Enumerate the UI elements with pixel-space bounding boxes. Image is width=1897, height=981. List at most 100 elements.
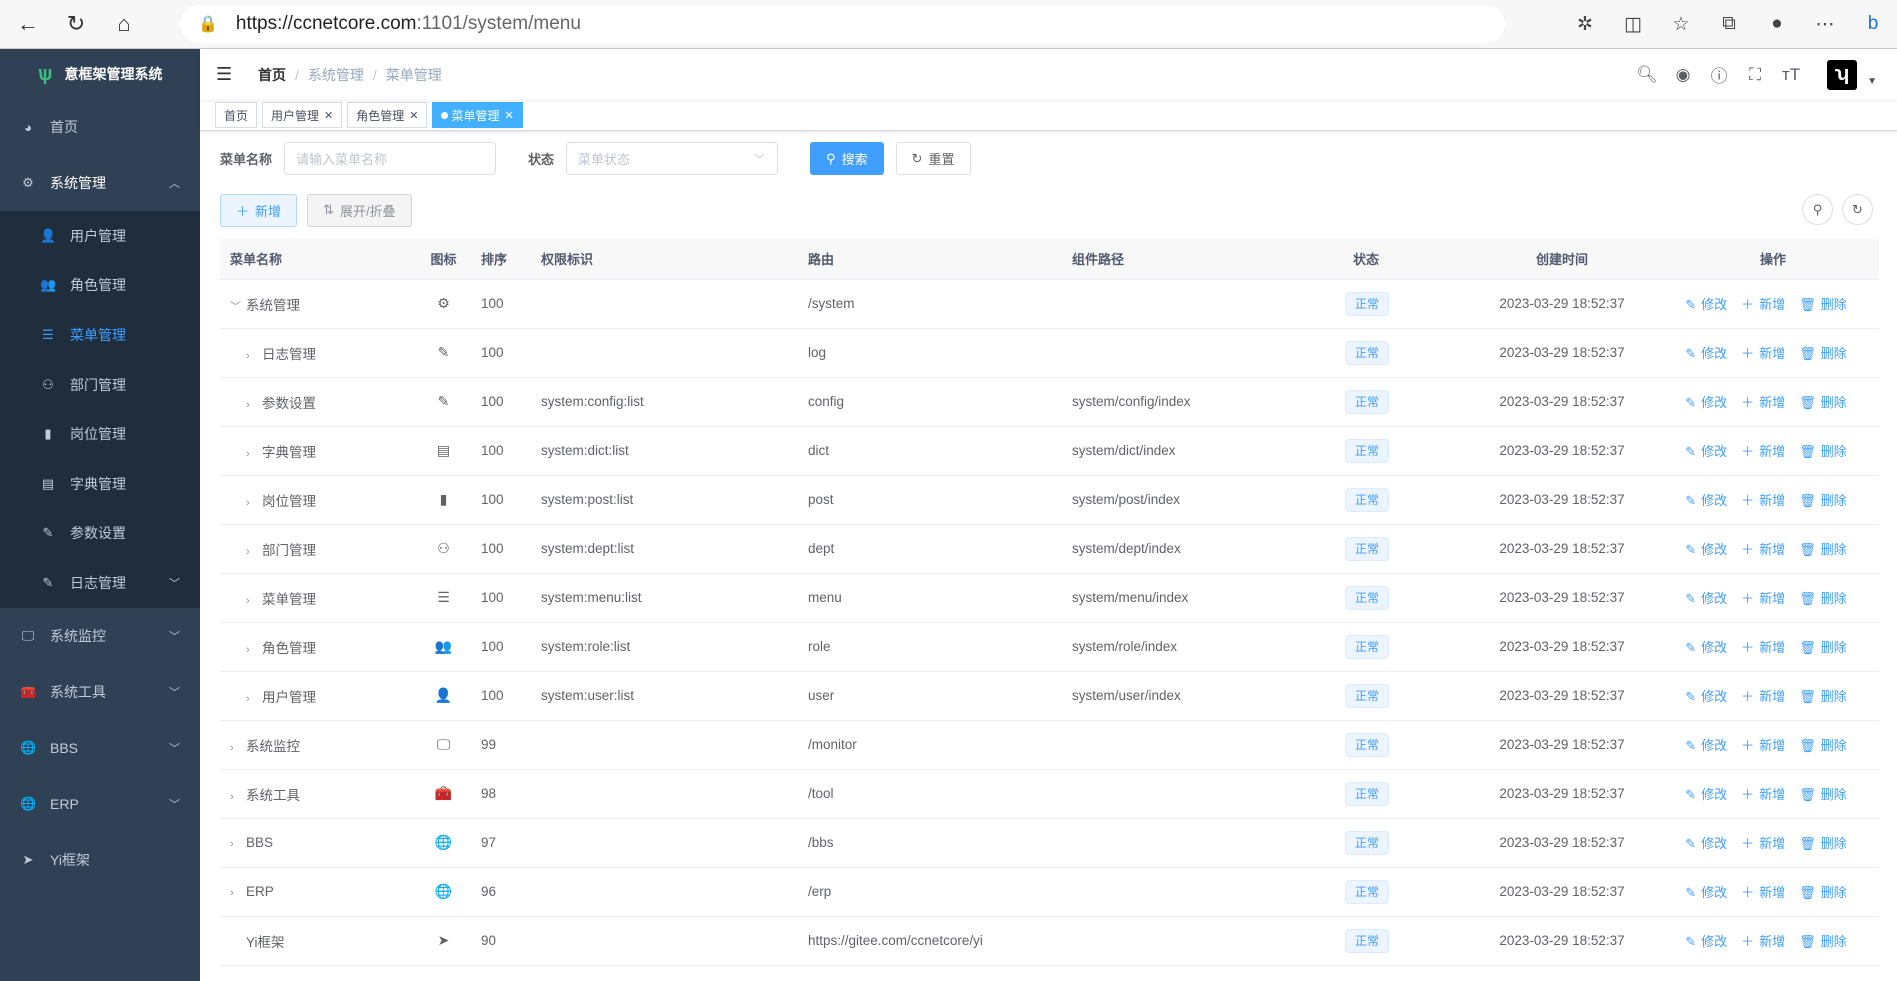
delete-button[interactable]: 🗑 删除 — [1799, 640, 1847, 655]
delete-button[interactable]: 🗑 删除 — [1799, 346, 1847, 361]
add-button[interactable]: ＋ 新增 — [1741, 395, 1785, 410]
tag-users[interactable]: 用户管理 ✕ — [262, 102, 343, 128]
delete-button[interactable]: 🗑 删除 — [1799, 493, 1847, 508]
hamburger-icon[interactable]: ☰ — [216, 64, 233, 84]
sidebar-item-users[interactable]: 👤 用户管理 — [0, 211, 200, 261]
address-bar[interactable]: 🔒 https://ccnetcore.com:1101/system/menu — [180, 5, 1505, 43]
fullscreen-icon[interactable]: ⛶ — [1749, 64, 1762, 84]
add-button[interactable]: ＋ 新增 — [1741, 836, 1785, 851]
home-icon[interactable]: ⌂ — [117, 11, 131, 36]
refresh-table-button[interactable]: ↻ — [1842, 194, 1873, 225]
chevron-right-icon[interactable]: › — [246, 594, 250, 607]
help-icon[interactable]: ⓘ — [1710, 67, 1728, 86]
edit-button[interactable]: ✎ 修改 — [1685, 297, 1727, 312]
chevron-right-icon[interactable]: › — [230, 741, 234, 754]
edit-button[interactable]: ✎ 修改 — [1685, 493, 1727, 508]
font-size-icon[interactable]: тT — [1782, 64, 1801, 84]
add-button[interactable]: ＋ 新增 — [1741, 444, 1785, 459]
github-icon[interactable]: ◉ — [1675, 64, 1691, 84]
edit-button[interactable]: ✎ 修改 — [1685, 640, 1727, 655]
edit-button[interactable]: ✎ 修改 — [1685, 395, 1727, 410]
extensions-icon[interactable]: ✲ — [1577, 13, 1593, 35]
delete-button[interactable]: 🗑 删除 — [1799, 297, 1847, 312]
add-button[interactable]: ＋ 新增 — [1741, 934, 1785, 949]
add-button[interactable]: ＋ 新增 — [1741, 640, 1785, 655]
chevron-right-icon[interactable]: › — [246, 349, 250, 362]
sidebar-item-bbs[interactable]: 🌐 BBS ﹀ — [0, 720, 200, 776]
add-button[interactable]: ＋ 新增 — [1741, 738, 1785, 753]
delete-button[interactable]: 🗑 删除 — [1799, 542, 1847, 557]
search-button[interactable]: ⚲ 搜索 — [810, 142, 884, 175]
delete-button[interactable]: 🗑 删除 — [1799, 591, 1847, 606]
sidebar-item-home[interactable]: ◕ 首页 — [0, 99, 200, 155]
tag-menus[interactable]: 菜单管理 ✕ — [432, 102, 523, 128]
add-button[interactable]: ＋ 新增 — [1741, 885, 1785, 900]
edit-button[interactable]: ✎ 修改 — [1685, 689, 1727, 704]
delete-button[interactable]: 🗑 删除 — [1799, 689, 1847, 704]
chevron-right-icon[interactable]: › — [246, 643, 250, 656]
delete-button[interactable]: 🗑 删除 — [1799, 885, 1847, 900]
more-icon[interactable]: ⋯ — [1815, 13, 1835, 35]
edit-button[interactable]: ✎ 修改 — [1685, 836, 1727, 851]
sidebar-item-posts[interactable]: ▮ 岗位管理 — [0, 409, 200, 459]
sidebar-logo[interactable]: ѱ 意框架管理系统 — [0, 49, 200, 99]
add-button[interactable]: ＋ 新增 — [1741, 297, 1785, 312]
edit-button[interactable]: ✎ 修改 — [1685, 542, 1727, 557]
edit-button[interactable]: ✎ 修改 — [1685, 591, 1727, 606]
edit-button[interactable]: ✎ 修改 — [1685, 444, 1727, 459]
add-button[interactable]: ＋ 新增 — [1741, 542, 1785, 557]
close-icon[interactable]: ✕ — [409, 109, 419, 122]
chevron-right-icon[interactable]: › — [246, 398, 250, 411]
menu-name-input[interactable]: 请输入菜单名称 — [284, 142, 497, 175]
chevron-right-icon[interactable]: › — [246, 496, 250, 509]
delete-button[interactable]: 🗑 删除 — [1799, 934, 1847, 949]
chevron-down-icon[interactable]: ﹀ — [230, 300, 241, 313]
refresh-icon[interactable]: ↻ — [66, 11, 86, 36]
bing-icon[interactable]: b — [1867, 13, 1879, 34]
toggle-search-button[interactable]: ⚲ — [1802, 194, 1833, 225]
sidebar-item-dicts[interactable]: ▤ 字典管理 — [0, 459, 200, 509]
add-button[interactable]: ＋ 新增 — [220, 193, 298, 227]
close-icon[interactable]: ✕ — [324, 109, 334, 122]
expand-collapse-button[interactable]: ⇅ 展开/折叠 — [307, 193, 412, 227]
delete-button[interactable]: 🗑 删除 — [1799, 738, 1847, 753]
delete-button[interactable]: 🗑 删除 — [1799, 395, 1847, 410]
close-icon[interactable]: ✕ — [504, 109, 514, 122]
split-screen-icon[interactable]: ◫ — [1624, 13, 1642, 35]
breadcrumb-item[interactable]: 首页 — [258, 66, 286, 83]
add-button[interactable]: ＋ 新增 — [1741, 787, 1785, 802]
reset-button[interactable]: ↻ 重置 — [895, 142, 971, 175]
sidebar-item-tool[interactable]: 🧰 系统工具 ﹀ — [0, 664, 200, 720]
delete-button[interactable]: 🗑 删除 — [1799, 787, 1847, 802]
status-select[interactable]: 菜单状态 ﹀ — [566, 142, 779, 175]
sidebar-item-monitor[interactable]: 🖵 系统监控 ﹀ — [0, 608, 200, 664]
sidebar-item-config[interactable]: ✎ 参数设置 — [0, 509, 200, 559]
collections-icon[interactable]: ⧉ — [1722, 13, 1736, 34]
sidebar-item-system[interactable]: ⚙ 系统管理 ︿ — [0, 155, 200, 211]
edit-button[interactable]: ✎ 修改 — [1685, 787, 1727, 802]
search-icon[interactable]: 🔍︎ — [1636, 64, 1658, 84]
add-button[interactable]: ＋ 新增 — [1741, 689, 1785, 704]
sidebar-item-menus[interactable]: ☰ 菜单管理 — [0, 310, 200, 360]
chevron-right-icon[interactable]: › — [246, 447, 250, 460]
caret-down-icon[interactable]: ▼ — [1867, 76, 1877, 87]
edit-button[interactable]: ✎ 修改 — [1685, 934, 1727, 949]
add-button[interactable]: ＋ 新增 — [1741, 493, 1785, 508]
edit-button[interactable]: ✎ 修改 — [1685, 346, 1727, 361]
chevron-right-icon[interactable]: › — [246, 692, 250, 705]
tag-roles[interactable]: 角色管理 ✕ — [347, 102, 428, 128]
sidebar-item-roles[interactable]: 👥 角色管理 — [0, 261, 200, 311]
tag-home[interactable]: 首页 — [215, 102, 258, 128]
edit-button[interactable]: ✎ 修改 — [1685, 738, 1727, 753]
chevron-right-icon[interactable]: › — [230, 790, 234, 803]
chevron-right-icon[interactable]: › — [230, 838, 234, 850]
delete-button[interactable]: 🗑 删除 — [1799, 836, 1847, 851]
chevron-right-icon[interactable]: › — [246, 545, 250, 558]
chevron-right-icon[interactable]: › — [230, 887, 234, 899]
sidebar-item-depts[interactable]: ⚇ 部门管理 — [0, 360, 200, 410]
back-icon[interactable]: ← — [17, 11, 39, 36]
sidebar-item-logs[interactable]: ✎ 日志管理 ﹀ — [0, 558, 200, 608]
edit-button[interactable]: ✎ 修改 — [1685, 885, 1727, 900]
add-button[interactable]: ＋ 新增 — [1741, 591, 1785, 606]
sidebar-item-yi[interactable]: ➤ Yi框架 — [0, 832, 200, 888]
